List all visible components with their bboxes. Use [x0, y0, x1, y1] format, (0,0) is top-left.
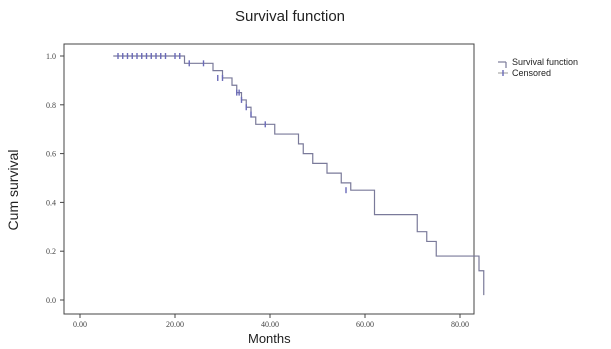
survival-function-line [113, 55, 485, 296]
x-axis-label: Months [248, 331, 291, 346]
y-tick-label: 0.2 [46, 247, 56, 256]
axis-ticks: 0.0 0.2 0.4 0.6 0.8 1.0 0.00 20.00 40.00 60.00 80.… [46, 52, 469, 329]
legend-label: Survival function [512, 57, 578, 67]
x-tick-label: 40.00 [261, 320, 279, 329]
chart-title: Survival function [234, 8, 346, 25]
x-tick-label: 20.00 [166, 320, 184, 329]
y-tick-label: 1.0 [46, 52, 56, 61]
x-tick-label: 80.00 [451, 320, 469, 329]
series-layer [113, 53, 485, 296]
plot-area [63, 43, 475, 315]
y-tick-label: 0.6 [46, 150, 56, 159]
y-tick-label: 0.8 [46, 101, 56, 110]
y-tick-label: 0.4 [46, 198, 56, 207]
x-tick-label: 60.00 [356, 320, 374, 329]
x-tick-label: 0.00 [73, 320, 87, 329]
legend-label: Censored [512, 68, 551, 78]
y-tick-label: 0.0 [46, 296, 56, 305]
